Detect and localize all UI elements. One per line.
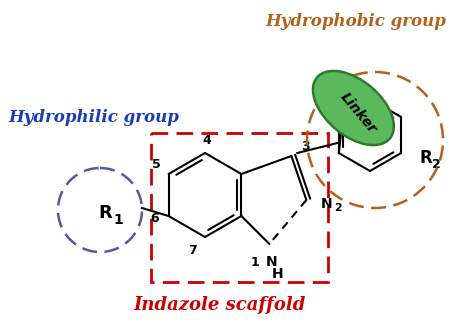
Bar [151,133,328,282]
Text: 4: 4 [202,134,211,148]
Text: 1: 1 [251,255,260,268]
Text: R: R [419,149,432,167]
Text: 6: 6 [150,212,159,224]
Text: 1: 1 [113,213,123,227]
Text: Hydrophilic group: Hydrophilic group [8,109,179,127]
Text: 2: 2 [432,159,441,172]
Ellipse shape [313,71,394,145]
Text: Linker: Linker [337,90,379,136]
Text: R: R [98,204,112,222]
Text: H: H [272,267,283,281]
Text: 3: 3 [301,140,310,152]
Text: Indazole scaffold: Indazole scaffold [134,296,306,314]
Text: Hydrophobic group: Hydrophobic group [265,14,446,30]
Text: N: N [265,255,277,269]
Text: 5: 5 [152,158,161,171]
Text: N: N [320,197,332,211]
Text: 2: 2 [335,203,342,213]
Text: 7: 7 [189,245,197,257]
